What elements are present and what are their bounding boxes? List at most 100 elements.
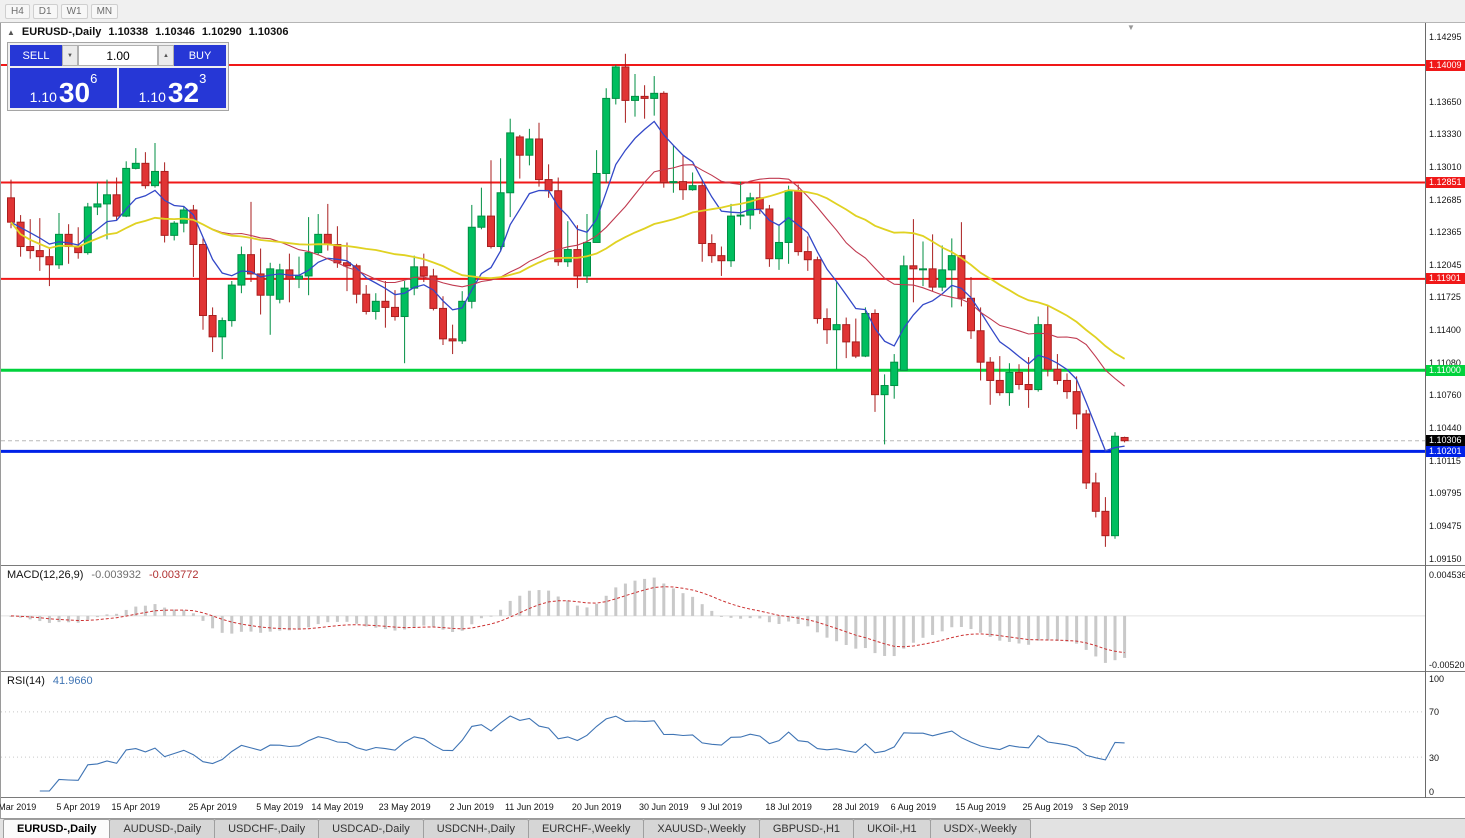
buy-button[interactable]: BUY — [174, 45, 226, 66]
candle-body[interactable] — [1120, 436, 1129, 442]
candle-body[interactable] — [391, 306, 399, 318]
timeframe-h4-button[interactable]: H4 — [5, 3, 30, 19]
candle-body[interactable] — [35, 250, 44, 258]
candle-body[interactable] — [583, 241, 591, 277]
chart-tab-ukoil[interactable]: UKOil-,H1 — [853, 819, 931, 838]
buy-price-button[interactable]: 1.10 32 3 — [119, 68, 226, 108]
candle-body[interactable] — [611, 66, 620, 99]
chart-tab-usdcad[interactable]: USDCAD-,Daily — [318, 819, 424, 838]
time-axis[interactable]: 27 Mar 2019 5 Apr 2019 15 Apr 2019 25 Apr 2… — [0, 798, 1465, 818]
candle-body[interactable] — [842, 324, 851, 343]
candle-body[interactable] — [247, 254, 255, 275]
candle-body[interactable] — [851, 341, 860, 357]
candle-body[interactable] — [631, 95, 639, 101]
candle-body[interactable] — [506, 132, 515, 194]
macd-canvas[interactable] — [1, 566, 1425, 672]
candle-body[interactable] — [467, 226, 476, 302]
candle-body[interactable] — [909, 265, 918, 270]
chart-tab-xauusd[interactable]: XAUUSD-,Weekly — [643, 819, 760, 838]
chart-tab-eurchf[interactable]: EURCHF-,Weekly — [527, 819, 645, 838]
candle-body[interactable] — [1005, 371, 1014, 394]
candle-body[interactable] — [64, 233, 73, 248]
candle-body[interactable] — [487, 215, 495, 248]
candle-body[interactable] — [688, 185, 697, 191]
candle-body[interactable] — [256, 273, 265, 296]
candle-body[interactable] — [794, 190, 803, 253]
chart-tab-audusd[interactable]: AUDUSD-,Daily — [109, 819, 216, 838]
candle-body[interactable] — [650, 92, 659, 99]
candle-body[interactable] — [343, 262, 351, 267]
candle-body[interactable] — [928, 268, 937, 288]
timeframe-mn-button[interactable]: MN — [90, 3, 119, 19]
candle-body[interactable] — [669, 181, 678, 184]
candle-body[interactable] — [112, 194, 121, 217]
candle-body[interactable] — [515, 136, 524, 156]
candle-body[interactable] — [592, 172, 601, 243]
candle-body[interactable] — [535, 138, 543, 181]
candle-body[interactable] — [477, 215, 486, 228]
candle-body[interactable] — [563, 249, 572, 263]
candle-body[interactable] — [458, 300, 467, 342]
candle-body[interactable] — [1111, 435, 1119, 537]
candle-body[interactable] — [439, 307, 447, 340]
candle-body[interactable] — [919, 268, 927, 271]
candle-body[interactable] — [679, 181, 687, 191]
price-chart-canvas[interactable] — [1, 23, 1425, 566]
candle-body[interactable] — [141, 162, 150, 187]
candle-body[interactable] — [218, 320, 227, 338]
candle-body[interactable] — [83, 206, 92, 254]
candle-body[interactable] — [179, 209, 188, 224]
candle-body[interactable] — [823, 318, 831, 331]
candle-body[interactable] — [736, 214, 745, 217]
candle-body[interactable] — [419, 266, 428, 277]
candle-body[interactable] — [381, 300, 390, 308]
chart-tab-usdcnh[interactable]: USDCNH-,Daily — [422, 819, 529, 838]
candle-body[interactable] — [813, 259, 822, 320]
candle-body[interactable] — [131, 162, 140, 169]
candle-body[interactable] — [525, 138, 534, 156]
candle-body[interactable] — [496, 192, 505, 248]
candle-body[interactable] — [122, 167, 131, 217]
candle-body[interactable] — [890, 361, 899, 387]
candle-body[interactable] — [957, 255, 966, 299]
candle-body[interactable] — [765, 208, 774, 260]
candle-body[interactable] — [160, 170, 169, 236]
candle-body[interactable] — [55, 233, 63, 266]
candle-body[interactable] — [698, 185, 707, 244]
candle-body[interactable] — [295, 275, 303, 280]
candle-body[interactable] — [304, 252, 313, 277]
chart-tab-gbpusd[interactable]: GBPUSD-,H1 — [758, 819, 855, 838]
candle-body[interactable] — [275, 269, 284, 300]
candle-body[interactable] — [448, 338, 457, 342]
expand-arrow-icon[interactable]: ▲ — [7, 27, 15, 37]
candle-body[interactable] — [237, 254, 246, 286]
sell-price-button[interactable]: 1.10 30 6 — [10, 68, 117, 108]
timeframe-w1-button[interactable]: W1 — [60, 3, 88, 19]
candle-body[interactable] — [727, 215, 735, 262]
candle-body[interactable] — [429, 275, 438, 309]
candle-body[interactable] — [208, 315, 217, 338]
candle-body[interactable] — [103, 194, 111, 205]
candle-body[interactable] — [554, 190, 563, 263]
candle-body[interactable] — [640, 95, 649, 99]
candle-body[interactable] — [352, 265, 361, 295]
candle-body[interactable] — [803, 251, 812, 261]
candle-body[interactable] — [784, 190, 793, 243]
candle-body[interactable] — [371, 300, 380, 312]
candle-body[interactable] — [93, 203, 102, 208]
candle-body[interactable] — [1043, 324, 1052, 370]
candle-body[interactable] — [362, 293, 371, 312]
volume-decrease-button[interactable]: ▼ — [62, 45, 78, 66]
candle-body[interactable] — [170, 222, 179, 236]
candle-body[interactable] — [861, 312, 870, 357]
candle-body[interactable] — [1072, 391, 1081, 415]
candle-body[interactable] — [400, 287, 409, 318]
candle-body[interactable] — [266, 268, 275, 296]
candle-body[interactable] — [199, 243, 207, 317]
candle-body[interactable] — [189, 209, 198, 245]
sell-button[interactable]: SELL — [10, 45, 62, 66]
chart-tab-usdx[interactable]: USDX-,Weekly — [929, 819, 1031, 838]
candle-body[interactable] — [707, 242, 716, 257]
rsi-canvas[interactable] — [1, 672, 1425, 798]
candle-body[interactable] — [1034, 324, 1043, 391]
